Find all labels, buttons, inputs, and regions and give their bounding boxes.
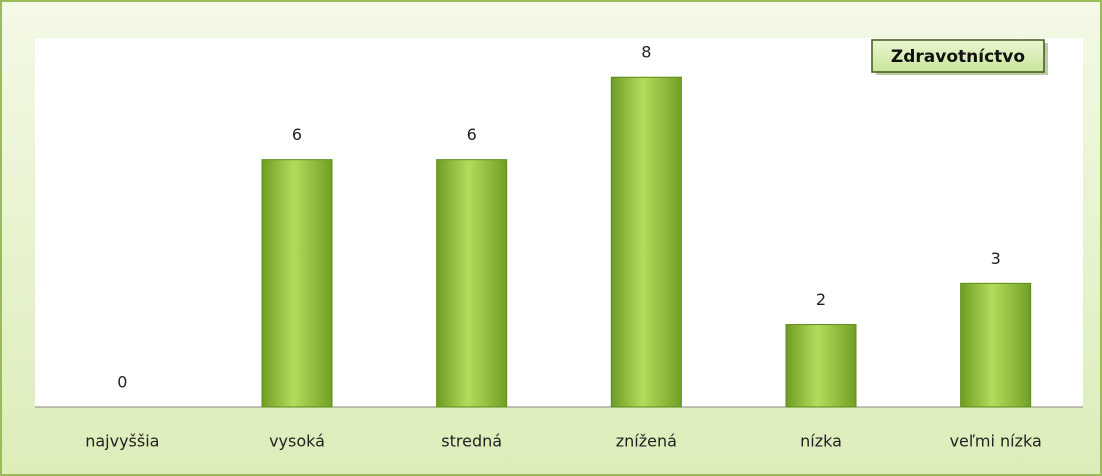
x-tick-label: vysoká: [269, 432, 325, 451]
bar: [960, 282, 1032, 408]
data-label: 3: [991, 249, 1001, 268]
x-tick-label: najvyššia: [85, 432, 159, 451]
bar: [436, 159, 508, 408]
bar: [610, 76, 682, 408]
title-box: [871, 39, 1045, 73]
x-tick-label: veľmi nízka: [950, 432, 1042, 451]
x-tick-label: znížená: [616, 432, 677, 451]
data-label: 2: [816, 290, 826, 309]
data-label: 0: [117, 373, 127, 392]
x-tick-label: nízka: [800, 432, 842, 451]
data-label: 8: [641, 43, 651, 62]
data-label: 6: [292, 125, 302, 144]
data-label: 6: [467, 125, 477, 144]
chart-title: Zdravotníctvo: [891, 47, 1025, 67]
bar: [261, 159, 333, 408]
bar: [785, 324, 857, 408]
x-tick-label: stredná: [441, 432, 502, 451]
plot-area: [35, 38, 1083, 407]
